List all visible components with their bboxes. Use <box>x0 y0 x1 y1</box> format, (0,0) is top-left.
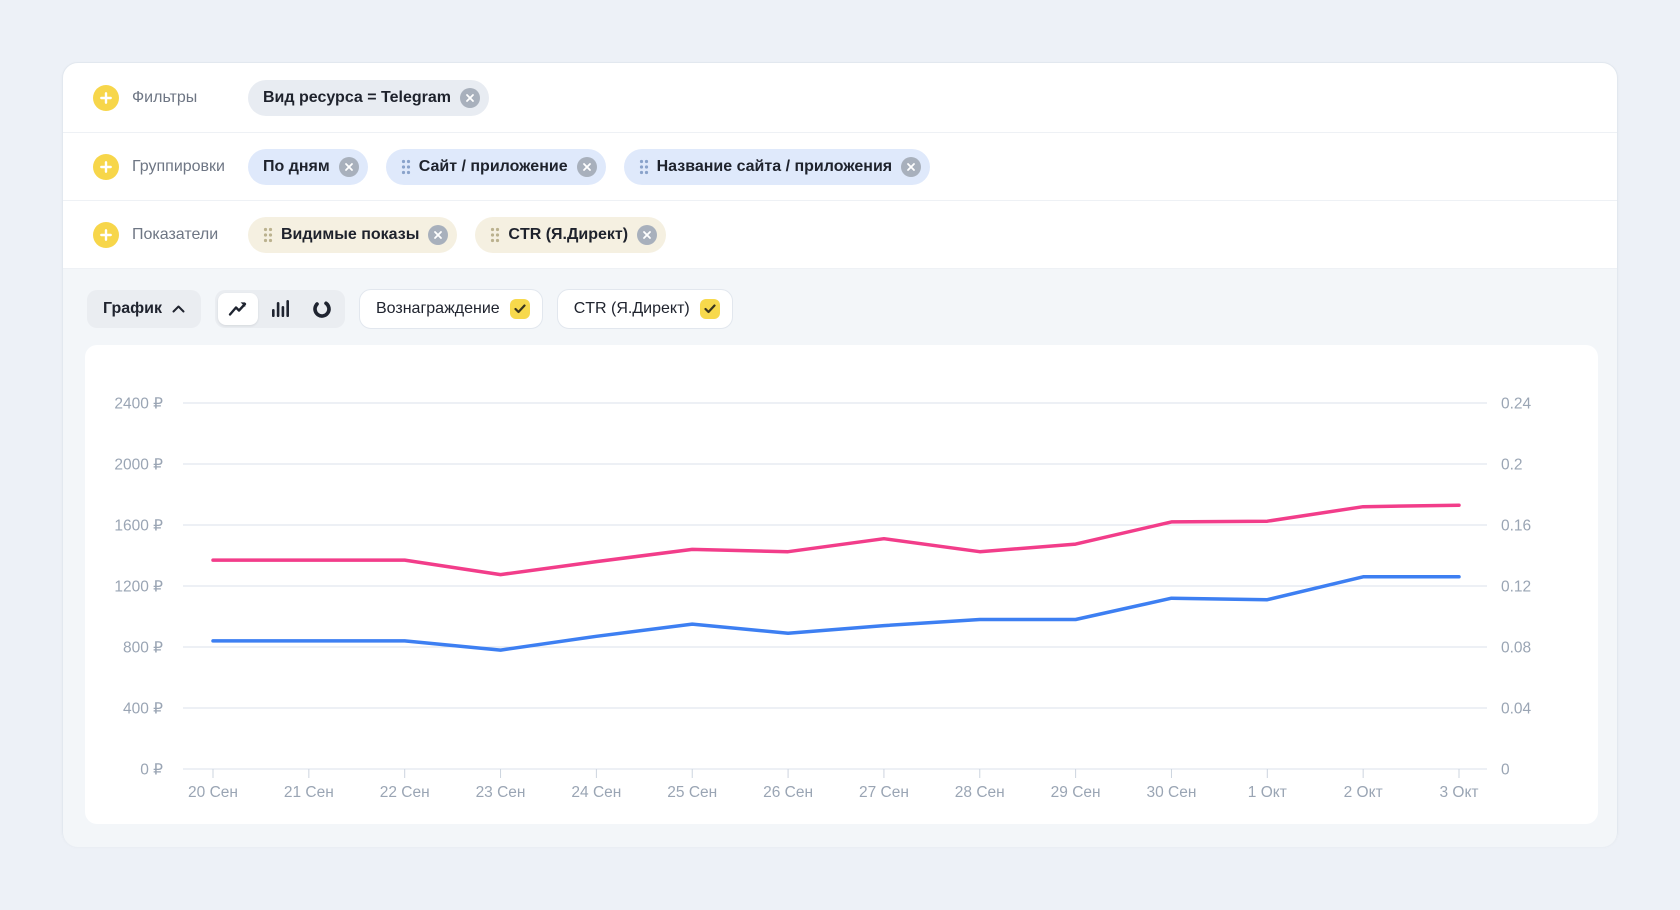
svg-text:21 Сен: 21 Сен <box>284 784 334 801</box>
add-filter-button[interactable] <box>93 84 119 111</box>
plus-icon <box>100 160 112 173</box>
chip-label: CTR (Я.Директ) <box>508 225 629 243</box>
chip-remove-button[interactable] <box>338 156 359 177</box>
check-icon <box>514 304 526 314</box>
svg-text:0.24: 0.24 <box>1501 396 1532 413</box>
svg-text:800 ₽: 800 ₽ <box>123 640 163 657</box>
svg-text:20 Сен: 20 Сен <box>188 784 238 801</box>
chip-label: Название сайта / приложения <box>656 157 893 175</box>
drag-handle-icon[interactable] <box>639 159 649 175</box>
chart-controls: График <box>87 289 733 329</box>
metrics-chip-list: Видимые показы CTR (Я.Директ) <box>248 216 667 253</box>
svg-text:0.2: 0.2 <box>1501 457 1523 474</box>
svg-text:24 Сен: 24 Сен <box>571 784 621 801</box>
svg-text:400 ₽: 400 ₽ <box>123 701 163 718</box>
checked-badge <box>699 299 720 319</box>
chip-label: Вид ресурса = Telegram <box>263 88 451 106</box>
svg-text:0.16: 0.16 <box>1501 518 1531 535</box>
check-icon <box>704 304 716 314</box>
svg-text:25 Сен: 25 Сен <box>667 784 717 801</box>
chip-remove-button[interactable] <box>576 156 597 177</box>
chip-filters[interactable]: Вид ресурса = Telegram <box>248 79 489 116</box>
svg-text:29 Сен: 29 Сен <box>1051 784 1101 801</box>
checked-badge <box>509 299 530 319</box>
svg-text:30 Сен: 30 Сен <box>1147 784 1197 801</box>
svg-text:28 Сен: 28 Сен <box>955 784 1005 801</box>
chip-label: По дням <box>263 157 330 175</box>
drag-handle-icon[interactable] <box>263 227 273 243</box>
chip-remove-button[interactable] <box>901 156 922 177</box>
chart-collapse-button[interactable]: График <box>87 290 201 328</box>
add-grouping-button[interactable] <box>93 153 119 180</box>
groupings-label: Группировки <box>132 157 225 175</box>
chip-groupings[interactable]: По дням <box>248 148 368 185</box>
chart-type-line-button[interactable] <box>217 293 258 325</box>
left-metric-label: Вознаграждение <box>375 300 500 317</box>
svg-text:26 Сен: 26 Сен <box>763 784 813 801</box>
plus-icon <box>100 228 112 241</box>
svg-text:0.08: 0.08 <box>1501 640 1531 657</box>
chip-groupings[interactable]: Название сайта / приложения <box>623 148 931 185</box>
svg-text:27 Сен: 27 Сен <box>859 784 909 801</box>
chart-card: 0 ₽ 0 400 ₽ 0.04 800 ₽ 0.08 1200 ₽ 0.12 1600 ₽ 0.… <box>85 345 1598 824</box>
svg-text:22 Сен: 22 Сен <box>380 784 430 801</box>
groupings-chip-list: По дням Сайт / приложение Название сайта /… <box>248 148 931 185</box>
svg-text:1600 ₽: 1600 ₽ <box>114 518 163 535</box>
chart-type-bars-button[interactable] <box>260 293 300 325</box>
chart-collapse-label: График <box>103 300 162 317</box>
svg-text:0 ₽: 0 ₽ <box>140 762 163 779</box>
filters-chip-list: Вид ресурса = Telegram <box>248 79 489 116</box>
chip-label: Видимые показы <box>281 225 420 243</box>
chart-section: График <box>63 269 1617 847</box>
chip-remove-button[interactable] <box>428 224 449 245</box>
line-chart-icon <box>228 302 247 316</box>
svg-text:0.04: 0.04 <box>1501 701 1532 718</box>
svg-text:1 Окт: 1 Окт <box>1248 784 1287 801</box>
chip-groupings[interactable]: Сайт / приложение <box>385 148 606 185</box>
stats-panel: Фильтры Вид ресурса = Telegram Группиров… <box>62 62 1618 847</box>
svg-text:0: 0 <box>1501 762 1510 779</box>
chart-type-pie-button[interactable] <box>302 293 342 325</box>
chip-remove-button[interactable] <box>460 87 480 108</box>
chart-svg: 0 ₽ 0 400 ₽ 0.04 800 ₽ 0.08 1200 ₽ 0.12 1600 ₽ 0.… <box>114 396 1532 802</box>
svg-text:23 Сен: 23 Сен <box>476 784 526 801</box>
add-metric-button[interactable] <box>93 221 119 248</box>
svg-text:2400 ₽: 2400 ₽ <box>114 396 163 413</box>
svg-text:3 Окт: 3 Окт <box>1439 784 1478 801</box>
svg-text:2000 ₽: 2000 ₽ <box>114 457 163 474</box>
chevron-up-icon <box>172 305 185 313</box>
svg-text:0.12: 0.12 <box>1501 579 1531 596</box>
svg-text:1200 ₽: 1200 ₽ <box>114 579 163 596</box>
chip-metrics[interactable]: Видимые показы <box>248 216 458 253</box>
right-metric-selector[interactable]: CTR (Я.Директ) <box>556 289 733 329</box>
drag-handle-icon[interactable] <box>490 227 500 243</box>
left-metric-selector[interactable]: Вознаграждение <box>358 289 543 329</box>
filters-row: Фильтры Вид ресурса = Telegram <box>63 63 1617 133</box>
chip-remove-button[interactable] <box>637 224 658 245</box>
plus-icon <box>100 91 112 104</box>
chart-type-toggle <box>214 290 345 328</box>
chip-metrics[interactable]: CTR (Я.Директ) <box>475 216 667 253</box>
metrics-row: Показатели Видимые показы CTR (Я.Директ) <box>63 201 1617 269</box>
pie-chart-icon <box>313 300 331 318</box>
chip-label: Сайт / приложение <box>418 157 568 175</box>
svg-text:2 Окт: 2 Окт <box>1344 784 1383 801</box>
groupings-row: Группировки По дням Сайт / приложение Назв… <box>63 133 1617 201</box>
metrics-label: Показатели <box>132 225 219 243</box>
bar-chart-icon <box>271 300 289 317</box>
right-metric-label: CTR (Я.Директ) <box>573 300 690 317</box>
filters-label: Фильтры <box>132 88 198 106</box>
drag-handle-icon[interactable] <box>401 159 411 175</box>
